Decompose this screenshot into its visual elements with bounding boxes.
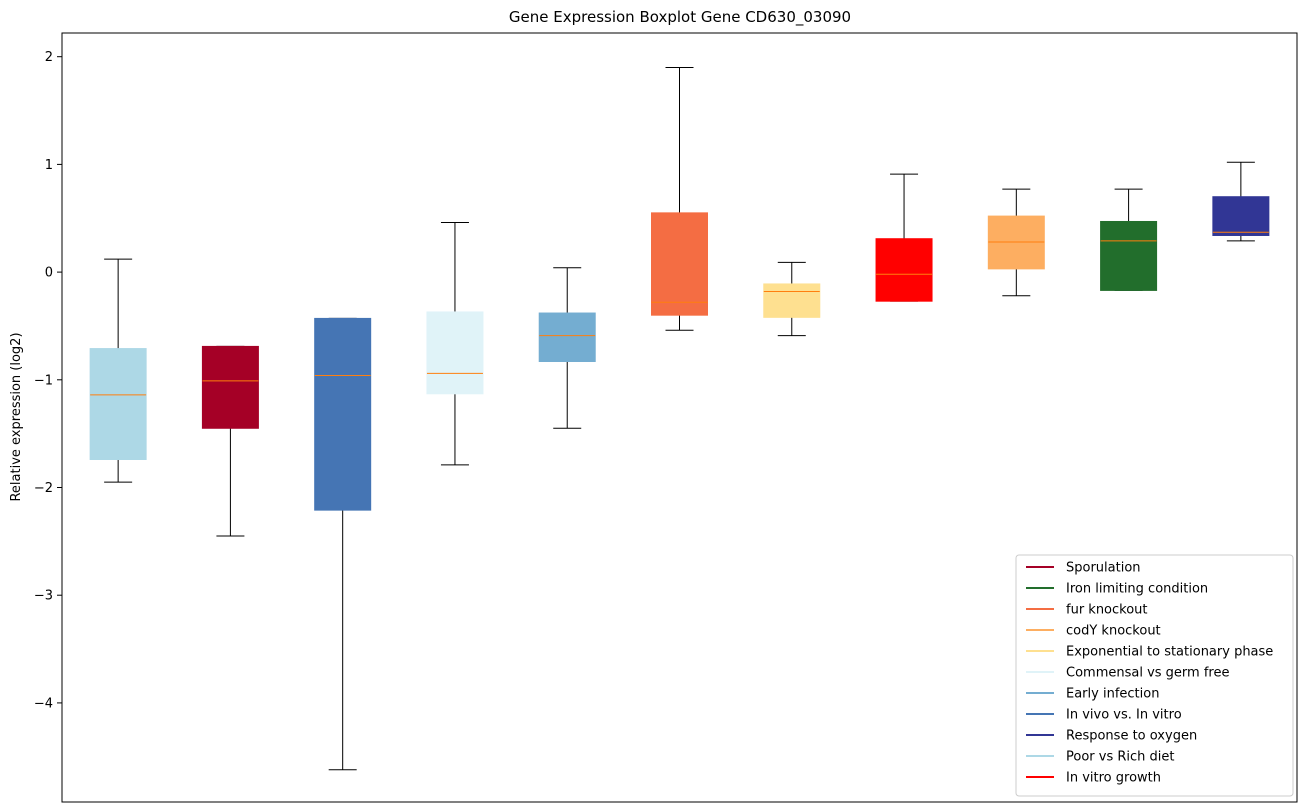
legend-label: Sporulation (1066, 561, 1141, 576)
legend-label: Exponential to stationary phase (1066, 645, 1273, 660)
y-axis: 2 1 0 −1 −2 −3 −4 (34, 50, 62, 711)
box-body (763, 283, 821, 318)
box-body (426, 311, 484, 395)
legend: Sporulation Iron limiting condition fur kn… (1015, 554, 1294, 797)
legend-label: In vivo vs. In vitro (1066, 708, 1182, 723)
box-cody-knockout (987, 188, 1045, 297)
box-exponential-to-stationary-phase (763, 261, 821, 337)
box-poor-vs-rich-diet (89, 258, 147, 483)
y-tick-label: −3 (34, 589, 53, 604)
y-axis-label: Relative expression (log2) (9, 332, 24, 501)
box-body (314, 317, 372, 511)
y-tick-label: −4 (34, 696, 53, 711)
box-in-vivo-vs-in-vitro (314, 317, 372, 771)
box-body (538, 312, 596, 362)
box-fur-knockout (651, 66, 708, 331)
plot-area-frame (61, 32, 1298, 803)
box-body (1100, 220, 1158, 291)
legend-label: In vitro growth (1066, 771, 1161, 786)
legend-label: Iron limiting condition (1066, 582, 1208, 597)
box-body (651, 212, 708, 316)
box-in-vitro-growth (875, 173, 933, 302)
box-iron-limiting-condition (1100, 188, 1158, 291)
y-tick-label: −1 (34, 373, 53, 388)
chart-title: Gene Expression Boxplot Gene CD630_03090 (509, 8, 851, 27)
y-tick-label: −2 (34, 481, 53, 496)
legend-label: Early infection (1066, 687, 1159, 702)
box-body (987, 215, 1045, 270)
y-tick-label: 1 (45, 158, 53, 173)
legend-label: fur knockout (1066, 603, 1148, 618)
box-body (89, 348, 147, 461)
box-commensal-vs-germ-free (426, 222, 484, 466)
box-response-to-oxygen (1212, 161, 1270, 242)
legend-label: Poor vs Rich diet (1066, 750, 1174, 765)
y-tick-label: 0 (45, 266, 53, 281)
legend-label: Commensal vs germ free (1066, 666, 1229, 681)
box-early-infection (538, 267, 596, 429)
box-body (201, 345, 259, 429)
legend-label: Response to oxygen (1066, 729, 1197, 744)
box-sporulation (201, 345, 259, 537)
legend-label: codY knockout (1066, 624, 1161, 639)
y-tick-label: 2 (45, 50, 53, 65)
box-series-group (89, 66, 1270, 771)
box-body (1212, 196, 1270, 236)
legend-box (1015, 554, 1294, 797)
box-body (875, 238, 933, 302)
